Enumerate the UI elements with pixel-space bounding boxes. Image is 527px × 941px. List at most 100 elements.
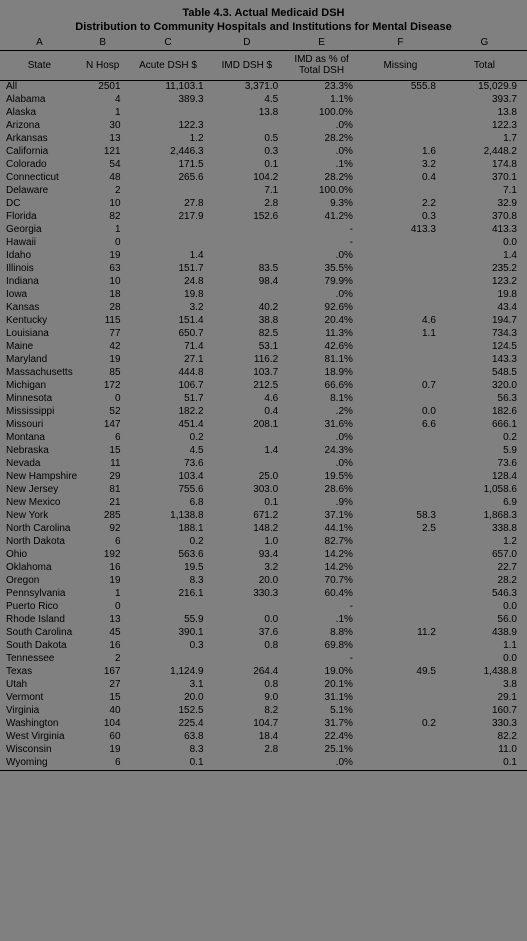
table-cell: 37.1% (284, 510, 359, 523)
header-imd: IMD DSH $ (210, 50, 285, 80)
table-cell: Massachusetts (0, 367, 79, 380)
table-row: New Hampshire29103.425.019.5%128.4 (0, 471, 527, 484)
table-cell: 106.7 (127, 380, 210, 393)
table-cell: 0 (79, 601, 127, 614)
table-cell: 2 (79, 653, 127, 666)
table-cell: DC (0, 198, 79, 211)
table-cell: 2501 (79, 80, 127, 94)
table-cell: 56.0 (442, 614, 527, 627)
table-cell: 40.2 (210, 302, 285, 315)
table-cell: 69.8% (284, 640, 359, 653)
table-cell: 546.3 (442, 588, 527, 601)
table-cell: Oregon (0, 575, 79, 588)
table-cell (359, 549, 442, 562)
column-headers-row: State N Hosp Acute DSH $ IMD DSH $ IMD a… (0, 50, 527, 80)
table-row: Iowa1819.8.0%19.8 (0, 289, 527, 302)
table-cell: Montana (0, 432, 79, 445)
table-cell: 1.4 (210, 445, 285, 458)
table-cell: 1,868.3 (442, 510, 527, 523)
table-cell: 11.3% (284, 328, 359, 341)
table-cell (127, 653, 210, 666)
table-cell: 734.3 (442, 328, 527, 341)
table-cell (127, 237, 210, 250)
table-cell: 14.2% (284, 549, 359, 562)
table-cell: 389.3 (127, 94, 210, 107)
table-cell: 19.8 (442, 289, 527, 302)
table-cell (210, 653, 285, 666)
table-cell: Alaska (0, 107, 79, 120)
table-cell: Maine (0, 341, 79, 354)
table-cell: 63 (79, 263, 127, 276)
header-pct: IMD as % ofTotal DSH (284, 50, 359, 80)
table-cell: 31.1% (284, 692, 359, 705)
table-row: Idaho191.4.0%1.4 (0, 250, 527, 263)
table-cell (210, 289, 285, 302)
table-cell: 54 (79, 159, 127, 172)
table-cell: Nevada (0, 458, 79, 471)
table-cell: 3,371.0 (210, 80, 285, 94)
table-cell: 0.7 (359, 380, 442, 393)
table-cell: 1.4 (127, 250, 210, 263)
table-cell: 2.8 (210, 744, 285, 757)
table-cell: 147 (79, 419, 127, 432)
table-row: North Carolina92188.1148.244.1%2.5338.8 (0, 523, 527, 536)
table-cell: 151.7 (127, 263, 210, 276)
table-cell: 82.7% (284, 536, 359, 549)
table-row: Utah273.10.820.1%3.8 (0, 679, 527, 692)
table-cell: Illinois (0, 263, 79, 276)
table-cell: 55.9 (127, 614, 210, 627)
table-cell: 7.1 (210, 185, 285, 198)
table-cell: 35.5% (284, 263, 359, 276)
table-cell: 390.1 (127, 627, 210, 640)
table-cell (359, 107, 442, 120)
table-cell (359, 744, 442, 757)
table-cell: 27 (79, 679, 127, 692)
table-cell: 9.0 (210, 692, 285, 705)
table-cell: 0.1 (210, 159, 285, 172)
table-cell: 19.0% (284, 666, 359, 679)
col-letter: B (79, 35, 127, 51)
table-row: New Jersey81755.6303.028.6%1,058.6 (0, 484, 527, 497)
table-row: New Mexico216.80.1.9%6.9 (0, 497, 527, 510)
table-cell: 79.9% (284, 276, 359, 289)
table-cell: 0 (79, 237, 127, 250)
table-cell (359, 393, 442, 406)
table-cell: 3.2 (359, 159, 442, 172)
table-row: New York2851,138.8671.237.1%58.31,868.3 (0, 510, 527, 523)
table-cell: 1.1 (359, 328, 442, 341)
table-cell: 8.8% (284, 627, 359, 640)
table-row: Rhode Island1355.90.0.1%56.0 (0, 614, 527, 627)
col-letter: F (359, 35, 442, 51)
table-cell: Connecticut (0, 172, 79, 185)
table-cell: 1,438.8 (442, 666, 527, 679)
table-cell: 235.2 (442, 263, 527, 276)
table-row: Hawaii0-0.0 (0, 237, 527, 250)
table-cell: Oklahoma (0, 562, 79, 575)
table-cell: 4.6 (210, 393, 285, 406)
table-cell: 27.8 (127, 198, 210, 211)
table-row: Alaska113.8100.0%13.8 (0, 107, 527, 120)
table-cell: 71.4 (127, 341, 210, 354)
table-cell: 25.0 (210, 471, 285, 484)
table-cell: 49.5 (359, 666, 442, 679)
table-cell: 81 (79, 484, 127, 497)
table-cell: 43.4 (442, 302, 527, 315)
table-cell: 19.5 (127, 562, 210, 575)
table-cell: 9.3% (284, 198, 359, 211)
table-row: Maryland1927.1116.281.1%143.3 (0, 354, 527, 367)
table-cell: 41.2% (284, 211, 359, 224)
table-cell: 28.6% (284, 484, 359, 497)
table-cell: 85 (79, 367, 127, 380)
table-cell: 182.2 (127, 406, 210, 419)
table-cell: 31.6% (284, 419, 359, 432)
table-cell: - (284, 224, 359, 237)
table-cell: 31.7% (284, 718, 359, 731)
table-cell: 0.0 (442, 653, 527, 666)
table-cell: 2,448.2 (442, 146, 527, 159)
table-cell: 0.0 (442, 237, 527, 250)
table-cell: 217.9 (127, 211, 210, 224)
table-row: Michigan172106.7212.566.6%0.7320.0 (0, 380, 527, 393)
table-cell: 10 (79, 198, 127, 211)
table-cell: 6 (79, 432, 127, 445)
table-row: Arkansas131.20.528.2%1.7 (0, 133, 527, 146)
